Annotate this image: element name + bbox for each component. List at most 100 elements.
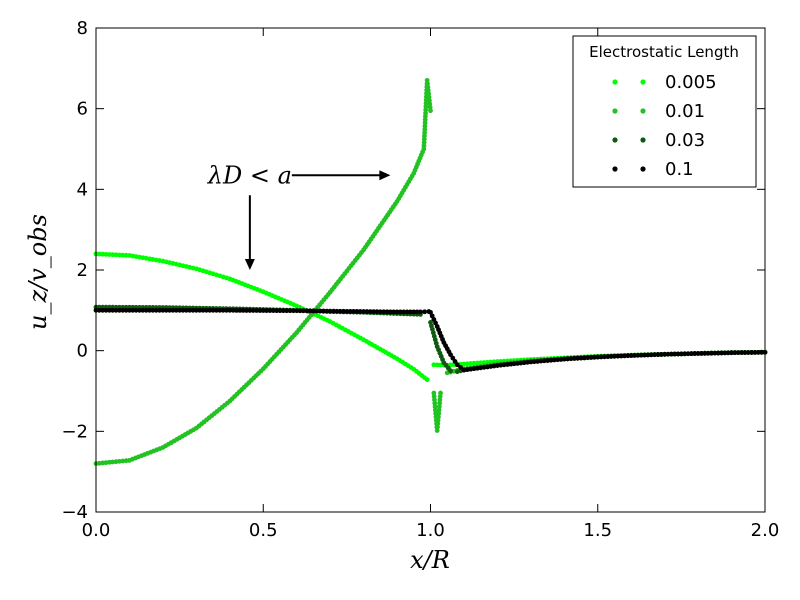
data-point <box>357 309 363 314</box>
data-point <box>354 309 360 314</box>
legend-label: 0.03 <box>665 130 705 151</box>
data-point <box>183 307 189 313</box>
data-point <box>351 309 356 314</box>
x-axis-label: x/R <box>410 546 450 574</box>
data-point <box>110 307 116 313</box>
data-point <box>250 308 256 313</box>
data-point <box>264 308 269 313</box>
legend-entry: 0.1 <box>612 159 694 180</box>
x-tick-label: 1.5 <box>583 520 612 541</box>
legend-marker <box>612 166 618 172</box>
legend-label: 0.1 <box>665 159 694 180</box>
data-point <box>167 307 172 313</box>
data-point <box>327 308 333 314</box>
data-point <box>230 307 236 313</box>
x-tick-label: 2.0 <box>751 520 780 541</box>
data-point <box>648 352 654 358</box>
data-point <box>454 362 460 368</box>
data-point <box>217 307 223 313</box>
data-point <box>408 309 413 315</box>
data-point <box>113 307 119 313</box>
data-point <box>401 309 407 315</box>
data-point <box>361 309 366 314</box>
data-point <box>127 307 132 313</box>
data-point <box>177 307 183 313</box>
y-axis-label-text: u_z/v_obs <box>24 214 52 330</box>
data-point <box>207 307 213 313</box>
data-point <box>668 351 674 357</box>
data-point <box>193 307 199 313</box>
data-point <box>210 307 216 313</box>
data-point <box>719 350 724 356</box>
data-point <box>160 307 166 313</box>
data-point <box>247 308 253 313</box>
data-point <box>428 108 433 114</box>
data-point <box>173 307 179 313</box>
data-point <box>220 307 226 313</box>
data-point <box>234 307 239 313</box>
x-axis-label-text: x/R <box>410 546 450 574</box>
data-point <box>307 308 313 314</box>
annotation: λD < a <box>207 161 391 270</box>
data-point <box>284 308 290 314</box>
data-point <box>341 308 346 314</box>
data-point <box>722 350 728 356</box>
data-point <box>689 351 694 357</box>
series-0.1 <box>93 307 768 373</box>
data-point <box>290 308 296 314</box>
annotation-text: λD < a <box>207 161 292 189</box>
data-point <box>344 308 350 314</box>
data-point <box>725 350 731 356</box>
data-point <box>227 307 233 313</box>
data-point <box>431 362 437 368</box>
data-point <box>709 350 714 356</box>
legend-marker <box>640 79 646 85</box>
data-point <box>424 377 430 383</box>
data-point <box>280 308 286 314</box>
data-point <box>117 307 122 313</box>
data-point <box>695 351 701 356</box>
data-point <box>384 309 390 315</box>
data-point <box>103 307 109 313</box>
data-point <box>304 308 310 314</box>
annotation-arrowhead-right <box>379 170 391 181</box>
data-point <box>411 309 417 315</box>
data-point <box>438 390 443 396</box>
data-point <box>645 352 651 358</box>
data-point <box>705 350 711 356</box>
y-tick-label: 2 <box>77 260 88 281</box>
data-point <box>337 308 343 314</box>
data-point <box>749 350 755 355</box>
data-point <box>742 350 748 355</box>
data-point <box>458 365 464 370</box>
data-point <box>244 308 249 313</box>
data-point <box>374 309 380 315</box>
data-point <box>414 309 420 315</box>
data-point <box>745 350 751 355</box>
y-tick-label: 6 <box>77 99 88 120</box>
legend-label: 0.01 <box>665 101 705 122</box>
data-point <box>180 307 186 313</box>
data-point <box>137 307 142 313</box>
data-point <box>237 307 243 313</box>
data-point <box>381 309 387 315</box>
data-point <box>422 309 428 315</box>
data-point <box>203 307 209 313</box>
data-point <box>331 308 336 314</box>
data-point <box>662 351 668 357</box>
data-point <box>404 309 410 315</box>
data-point <box>729 350 734 356</box>
y-tick-label: 4 <box>77 179 88 200</box>
legend: Electrostatic Length 0.005 0.01 0.03 0.1 <box>572 35 757 188</box>
data-point <box>672 351 678 357</box>
data-point <box>367 309 373 315</box>
data-point <box>635 352 641 358</box>
legend-label: 0.005 <box>665 72 717 93</box>
data-point <box>274 308 280 314</box>
data-point <box>106 307 112 313</box>
data-point <box>153 307 159 313</box>
data-point <box>347 308 353 314</box>
data-point <box>371 309 377 315</box>
legend-marker <box>612 79 618 85</box>
